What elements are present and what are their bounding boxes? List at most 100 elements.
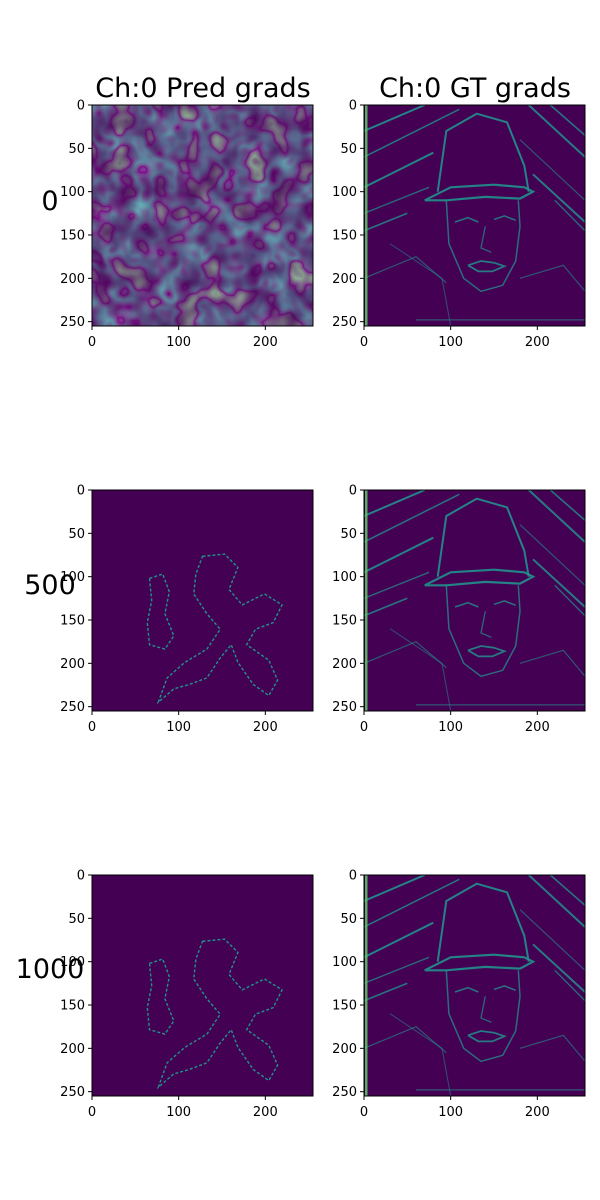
x-tick-label: 0: [88, 720, 96, 735]
y-tick-label: 200: [60, 272, 85, 287]
y-tick-label: 250: [332, 1085, 357, 1100]
axes-frame: [363, 489, 586, 712]
y-tick-label: 50: [68, 527, 85, 542]
y-tick-label: 200: [332, 272, 357, 287]
edge-stroke: [528, 875, 585, 928]
y-tick-label: 150: [332, 229, 357, 244]
y-tick-label: 150: [60, 999, 85, 1014]
heatmap-image: [364, 105, 585, 326]
y-tick-label: 150: [60, 229, 85, 244]
y-tick-label: 250: [60, 315, 85, 330]
y-tick-label: 250: [60, 700, 85, 715]
x-tick-label: 0: [88, 335, 96, 350]
heatmap-background: [364, 105, 585, 326]
edge-stroke: [454, 601, 479, 608]
y-tick-label: 50: [68, 912, 85, 927]
edge-stroke: [467, 260, 507, 273]
y-tick-label: 100: [332, 570, 357, 585]
x-tick-label: 100: [166, 335, 191, 350]
x-tick-label: 0: [360, 720, 368, 735]
edge-stroke: [519, 264, 585, 292]
edge-stroke: [445, 200, 521, 293]
edge-stroke: [480, 996, 492, 1023]
x-tick-label: 200: [253, 720, 278, 735]
y-tick-label: 0: [349, 484, 357, 499]
y-tick-label: 50: [68, 142, 85, 157]
edge-highlight: [365, 105, 368, 326]
edge-stroke: [364, 878, 460, 928]
axes-frame: [91, 874, 314, 1097]
y-tick-label: 200: [60, 657, 85, 672]
y-tick-label: 150: [332, 999, 357, 1014]
edge-stroke: [554, 584, 585, 617]
heatmap-image: [92, 105, 313, 326]
heatmap-panel-0-gt: 0 100 200 0 50 100 150 200 250: [332, 99, 586, 350]
heatmap-panel-2-gt: 0 100 200 0 50 100 150 200 250: [332, 869, 586, 1120]
x-tick-label: 0: [360, 335, 368, 350]
edge-stroke: [364, 186, 430, 214]
axes-frame: [363, 874, 586, 1097]
edge-stroke: [364, 982, 408, 1002]
contour-line: [156, 938, 284, 1090]
x-tick-label: 100: [438, 335, 463, 350]
heatmap-image: [364, 875, 585, 1096]
edge-highlight: [365, 490, 368, 711]
edge-stroke: [364, 875, 426, 902]
y-tick-label: 100: [332, 185, 357, 200]
edge-stroke: [364, 490, 426, 517]
heatmap-panel-2-pred: 0 100 200 0 50 100 150 200 250: [60, 869, 314, 1120]
edge-stroke: [454, 986, 479, 993]
edge-stroke: [528, 490, 585, 543]
edge-stroke: [364, 536, 434, 574]
edge-stroke: [519, 1034, 585, 1062]
edge-stroke: [467, 645, 507, 658]
edge-stroke: [549, 875, 585, 906]
edge-stroke: [364, 151, 434, 189]
edge-stroke: [364, 956, 430, 984]
x-tick-label: 200: [253, 1105, 278, 1120]
y-tick-label: 250: [60, 1085, 85, 1100]
heatmap-background: [92, 490, 313, 711]
heatmap-panel-1-pred: 0 100 200 0 50 100 150 200 250: [60, 484, 314, 735]
edge-stroke: [528, 105, 585, 158]
x-tick-label: 200: [525, 1105, 550, 1120]
y-tick-label: 100: [60, 955, 85, 970]
x-tick-label: 100: [438, 1105, 463, 1120]
axes-frame: [363, 104, 586, 327]
edge-stroke: [519, 139, 585, 201]
y-tick-label: 0: [349, 869, 357, 884]
edge-stroke: [454, 216, 479, 223]
heatmap-image: [92, 875, 313, 1096]
column-title-gt: Ch:0 GT grads: [379, 73, 571, 104]
y-tick-label: 50: [340, 527, 357, 542]
contour-line: [146, 573, 175, 650]
edge-stroke: [549, 490, 585, 521]
edge-stroke: [549, 105, 585, 136]
row-label-0: 0: [41, 186, 58, 217]
heatmap-background: [92, 875, 313, 1096]
y-tick-label: 250: [332, 700, 357, 715]
edge-stroke: [519, 524, 585, 586]
y-tick-label: 50: [340, 912, 357, 927]
heatmap-background: [364, 490, 585, 711]
x-tick-label: 0: [88, 1105, 96, 1120]
edge-stroke: [364, 597, 408, 617]
x-tick-label: 200: [525, 720, 550, 735]
x-tick-label: 100: [438, 720, 463, 735]
heatmap-panel-1-gt: 0 100 200 0 50 100 150 200 250: [332, 484, 586, 735]
edge-stroke: [519, 909, 585, 971]
edge-stroke: [493, 600, 516, 606]
axes-frame: [91, 489, 314, 712]
edge-stroke: [364, 921, 434, 959]
edge-stroke: [480, 611, 492, 638]
edge-stroke: [519, 649, 585, 677]
x-tick-label: 100: [166, 720, 191, 735]
heatmap-image: [92, 490, 313, 711]
x-tick-label: 200: [253, 335, 278, 350]
y-tick-label: 150: [60, 614, 85, 629]
edge-stroke: [532, 173, 585, 223]
y-tick-label: 100: [332, 955, 357, 970]
row-label-500: 500: [24, 570, 76, 601]
